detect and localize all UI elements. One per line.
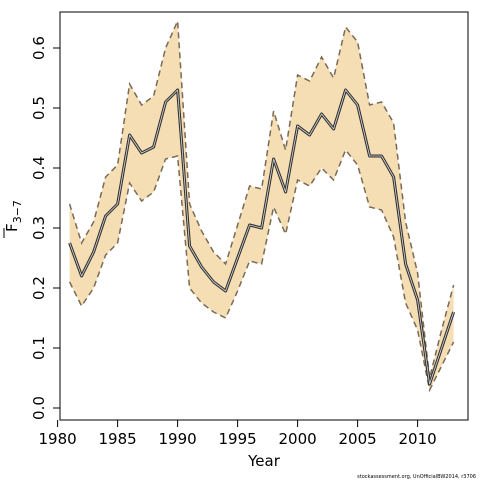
confidence-band-area	[69, 21, 454, 390]
confidence-band	[69, 21, 454, 390]
series-lines	[68, 20, 456, 393]
y-axis-title-main: F	[3, 223, 21, 232]
lower-bound-line	[68, 148, 455, 393]
y-tick-label: 0.1	[30, 336, 48, 360]
y-tick-label: 0.3	[30, 216, 48, 240]
credit-text: stockassessment.org, UnOfficialBW2014, r…	[357, 474, 476, 480]
y-tick-label: 0.5	[30, 96, 48, 120]
x-tick-label: 1995	[219, 430, 257, 448]
y-axis-title: F3−7	[3, 200, 24, 238]
svg-text:F3−7: F3−7	[3, 200, 24, 232]
plot-frame	[59, 11, 469, 421]
y-tick-label: 0.0	[30, 396, 48, 420]
y-tick-label: 0.4	[30, 156, 48, 180]
x-tick-label: 1980	[39, 430, 77, 448]
x-tick-label: 1985	[99, 430, 137, 448]
x-tick-label: 2000	[279, 430, 317, 448]
x-axis: 1980 1985 1990 1995 2000 2005 2010	[39, 420, 437, 448]
estimate-line-highlight	[69, 89, 454, 385]
x-tick-label: 2005	[339, 430, 377, 448]
y-tick-label: 0.2	[30, 276, 48, 300]
y-axis-title-subscript: 3−7	[11, 200, 24, 223]
upper-bound-line	[68, 20, 455, 379]
x-tick-label: 1990	[159, 430, 197, 448]
y-tick-label: 0.6	[30, 36, 48, 60]
y-axis: 0.0 0.1 0.2 0.3 0.4 0.5 0.6	[30, 36, 60, 420]
x-axis-title: Year	[247, 452, 281, 470]
x-tick-label: 2010	[399, 430, 437, 448]
